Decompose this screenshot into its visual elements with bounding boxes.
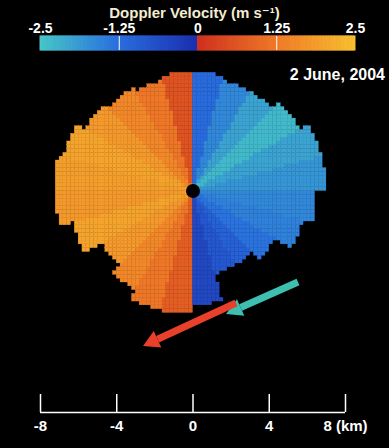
svg-text:-1.25: -1.25 xyxy=(103,20,135,36)
svg-text:0: 0 xyxy=(189,417,197,434)
svg-text:2.5: 2.5 xyxy=(346,20,366,36)
svg-text:8 (km): 8 (km) xyxy=(323,417,367,434)
html-text:Doppler Velocity (m s⁻¹): Doppler Velocity (m s⁻¹) xyxy=(109,4,280,21)
svg-text:1.25: 1.25 xyxy=(263,20,290,36)
svg-text:-2.5: -2.5 xyxy=(28,20,52,36)
svg-text:-4: -4 xyxy=(110,417,124,434)
svg-text:4: 4 xyxy=(265,417,274,434)
html-text:2 June, 2004: 2 June, 2004 xyxy=(289,66,385,83)
svg-text:-8: -8 xyxy=(34,417,47,434)
svg-text:0: 0 xyxy=(194,20,202,36)
